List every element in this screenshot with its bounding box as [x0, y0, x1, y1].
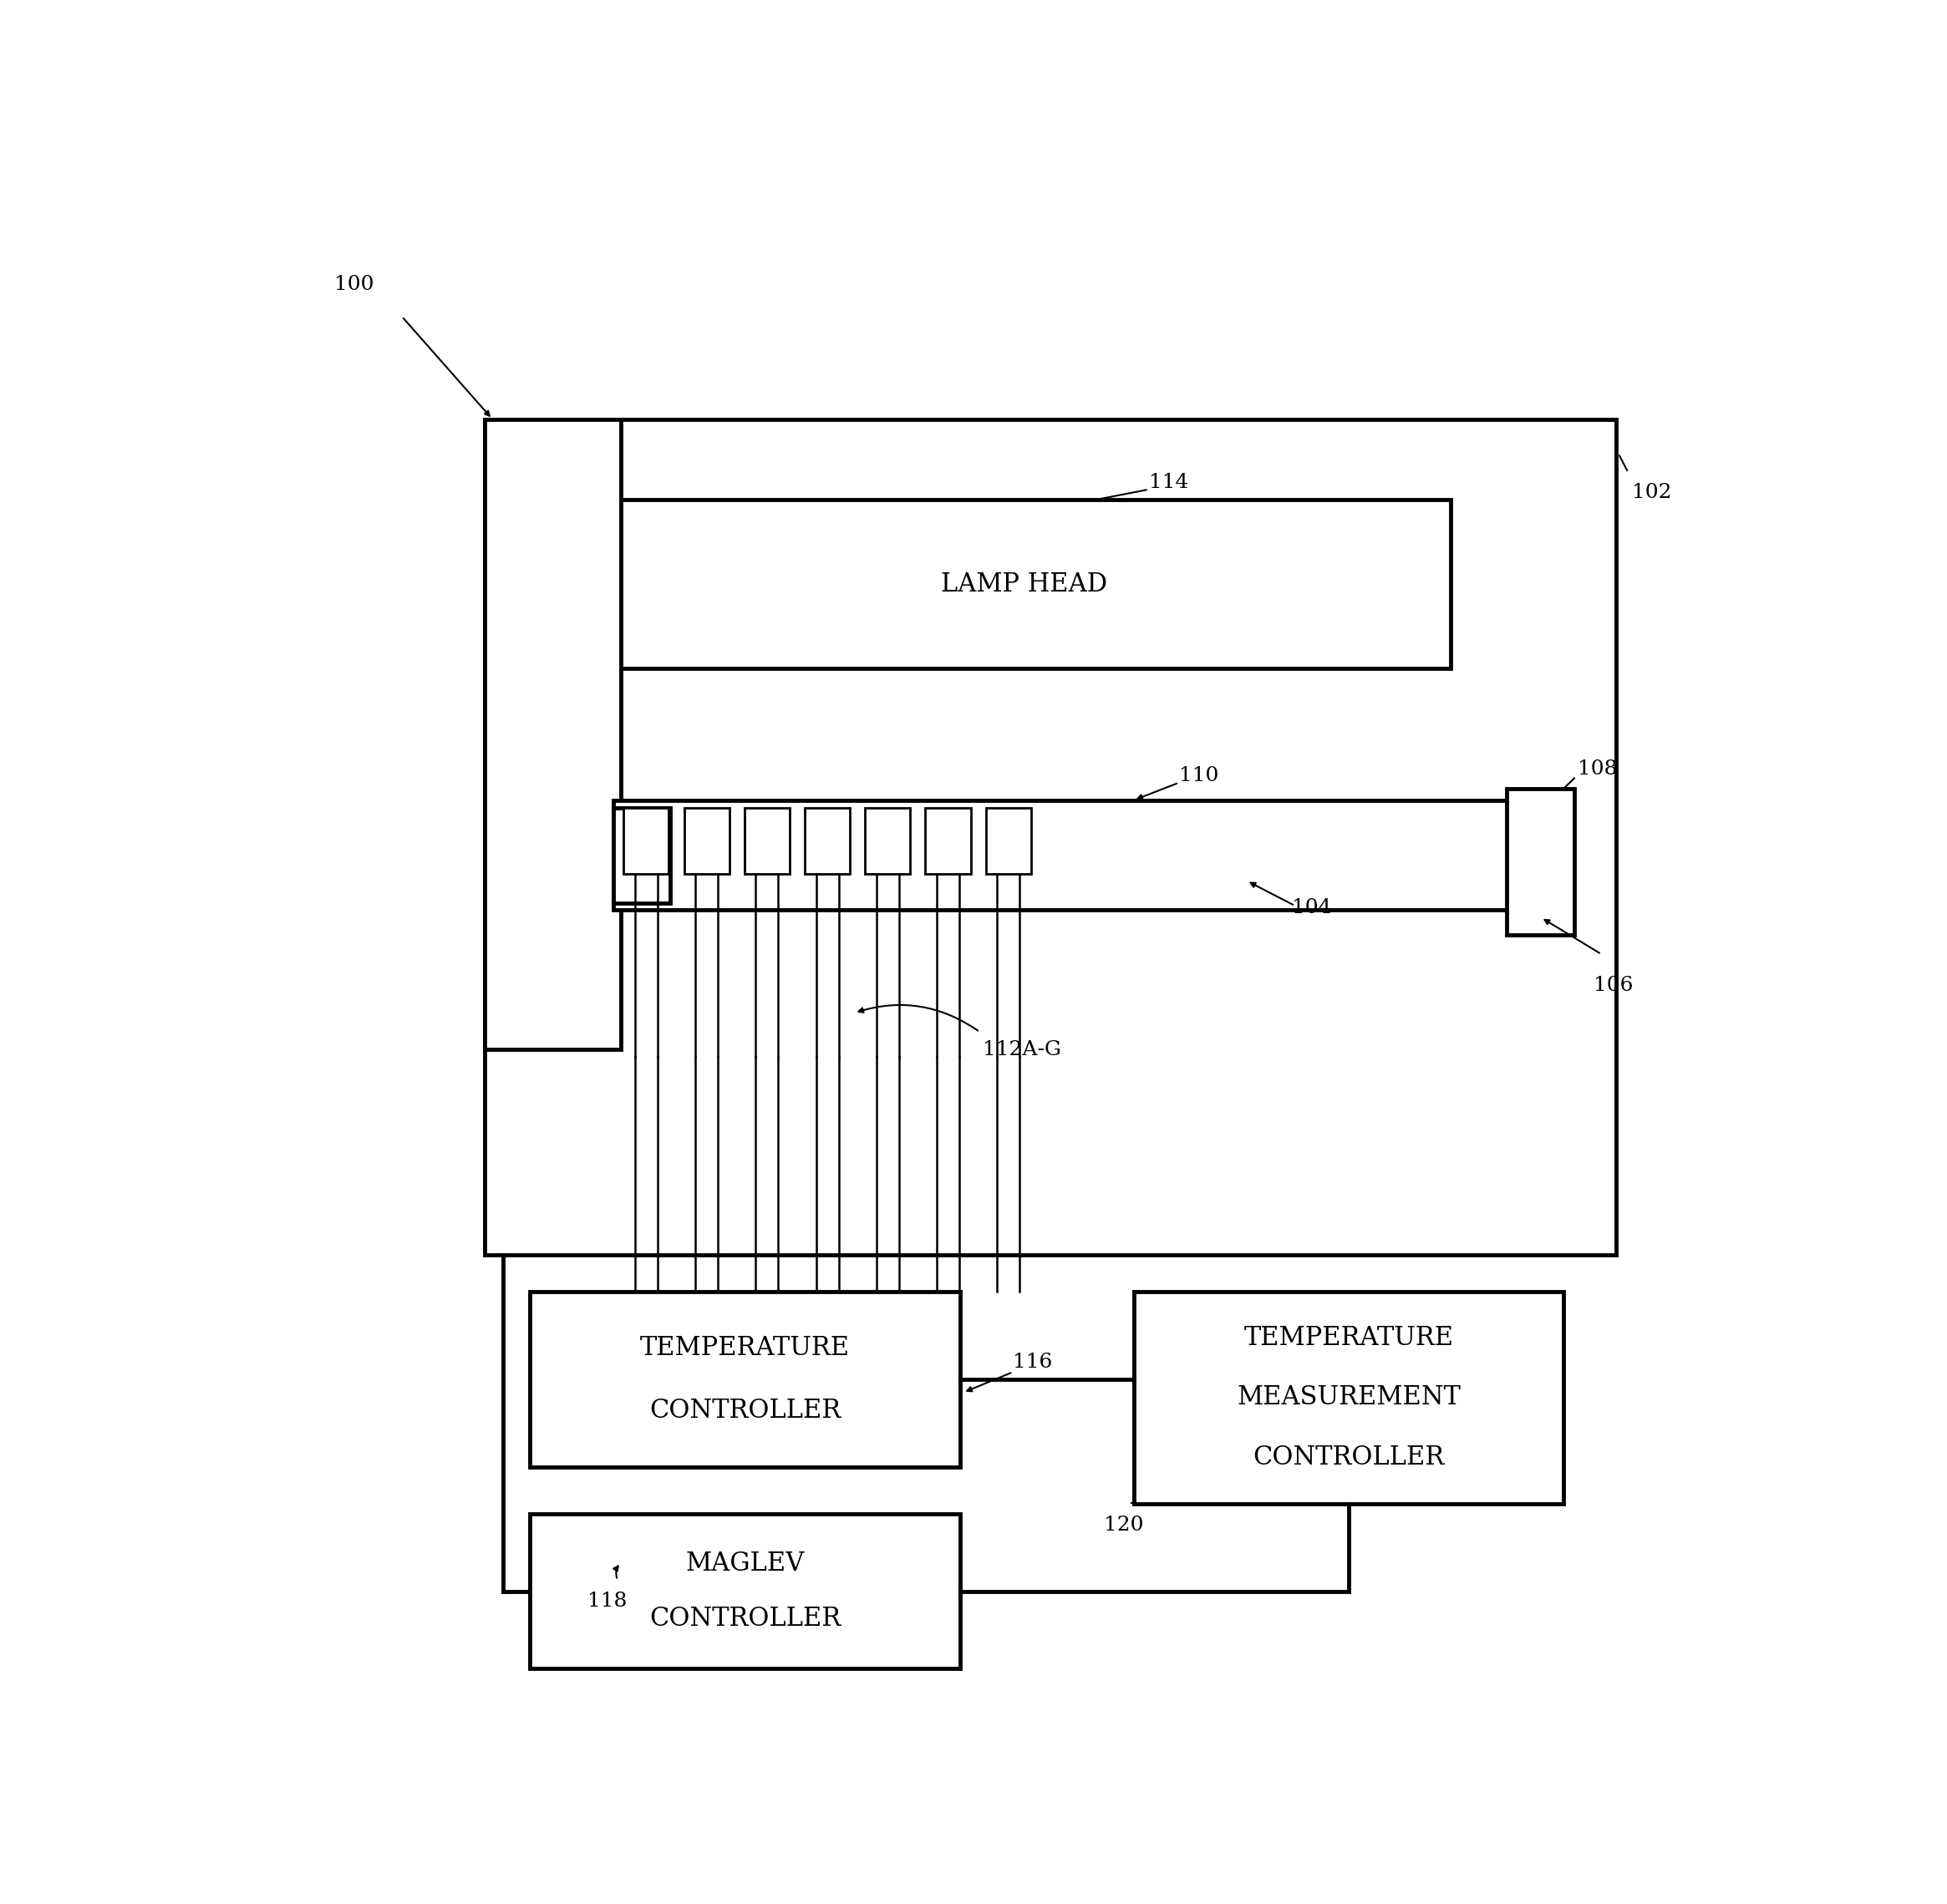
Text: 106: 106 [1595, 977, 1634, 996]
Text: 110: 110 [1180, 767, 1219, 786]
Bar [530, 1291, 960, 1468]
Text: TEMPERATURE: TEMPERATURE [1244, 1325, 1454, 1352]
Bar [804, 807, 851, 874]
Bar [683, 807, 730, 874]
Text: 116: 116 [1012, 1354, 1053, 1373]
Bar [1133, 1291, 1563, 1504]
Bar [485, 419, 621, 1049]
Bar [485, 419, 1616, 1255]
Text: TEMPERATURE: TEMPERATURE [641, 1335, 851, 1361]
Text: 102: 102 [1632, 484, 1671, 503]
Text: MAGLEV: MAGLEV [685, 1550, 804, 1577]
Bar [613, 807, 670, 902]
Bar [1507, 788, 1575, 935]
Text: 114: 114 [1149, 474, 1188, 493]
Text: CONTROLLER: CONTROLLER [648, 1398, 841, 1424]
Text: CONTROLLER: CONTROLLER [1252, 1445, 1445, 1470]
Text: 104: 104 [1293, 899, 1332, 918]
Bar [744, 807, 790, 874]
Text: 118: 118 [588, 1592, 627, 1611]
Bar [985, 807, 1032, 874]
Bar [925, 807, 972, 874]
Bar [864, 807, 911, 874]
Bar [530, 1514, 960, 1668]
Text: MEASUREMENT: MEASUREMENT [1236, 1384, 1460, 1411]
Text: 120: 120 [1104, 1516, 1143, 1535]
Bar [623, 807, 670, 874]
Text: CONTROLLER: CONTROLLER [648, 1605, 841, 1632]
Bar [598, 499, 1451, 668]
Bar [613, 800, 1519, 910]
Text: LAMP HEAD: LAMP HEAD [940, 571, 1108, 598]
Text: 108: 108 [1577, 760, 1616, 779]
Text: 100: 100 [335, 276, 374, 295]
Text: 112A-G: 112A-G [983, 1040, 1061, 1059]
